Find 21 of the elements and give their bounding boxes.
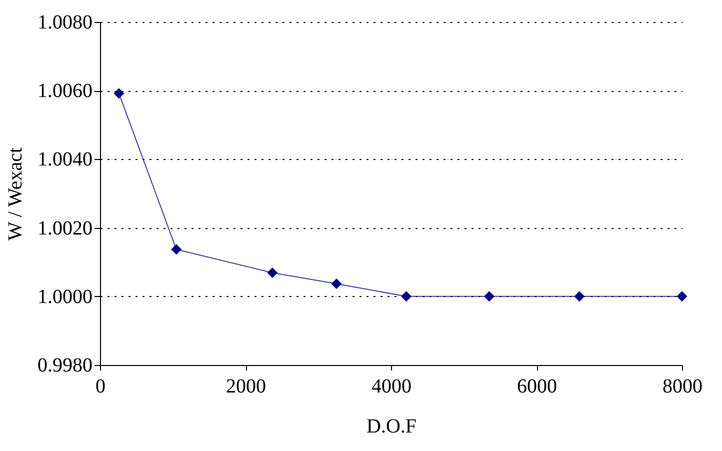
point xyxy=(171,244,182,255)
y-tick-label: 1.0020 xyxy=(38,217,92,240)
y-axis-title: W / Wexact xyxy=(4,146,26,241)
y-tick-label: 0.9980 xyxy=(38,354,92,376)
point xyxy=(331,278,342,289)
x-tick-label: 6000 xyxy=(517,376,557,398)
y-tick-label: 1.0080 xyxy=(38,12,92,34)
point xyxy=(114,88,124,99)
x-tick-label: 0 xyxy=(96,376,106,398)
x-tick-label: 2000 xyxy=(226,376,266,398)
y-tick-label: 1.0040 xyxy=(38,148,92,171)
y-tick-label: 1.0060 xyxy=(38,80,92,102)
point xyxy=(574,291,585,302)
x-tick-label: 8000 xyxy=(662,376,702,398)
point xyxy=(401,291,412,302)
point xyxy=(676,291,688,302)
point xyxy=(484,291,494,302)
y-tick-label: 1.0000 xyxy=(38,286,92,308)
x-axis-title: D.O.F xyxy=(366,416,417,438)
point xyxy=(267,267,278,278)
x-tick-label: 4000 xyxy=(372,376,412,398)
